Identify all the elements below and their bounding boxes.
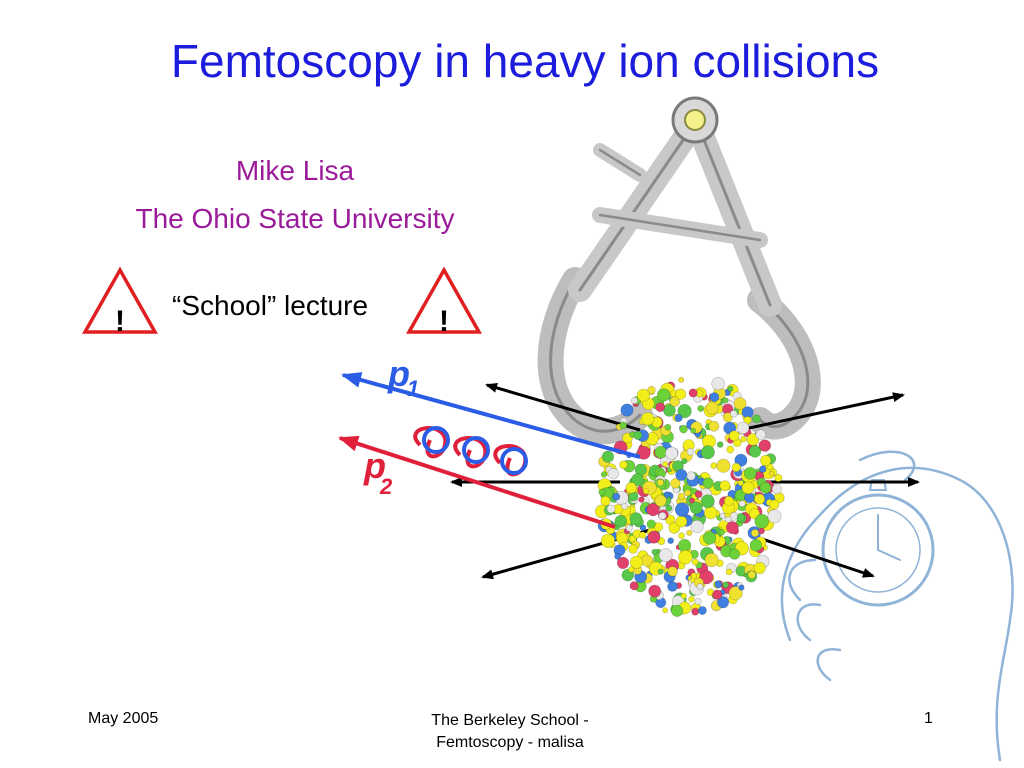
p2-letter: p xyxy=(363,445,386,486)
collision-fireball-icon xyxy=(594,376,785,617)
p2-subscript: 2 xyxy=(379,474,393,499)
stopwatch-hand-icon xyxy=(780,450,1014,762)
footer-center-line1: The Berkeley School - xyxy=(431,712,589,729)
author-affiliation: The Ohio State University xyxy=(135,203,455,234)
p1-letter: p xyxy=(387,353,410,394)
label-p1: p 1 xyxy=(387,353,419,401)
footer-page-number: 1 xyxy=(924,710,933,727)
lecture-label: “School” lecture xyxy=(172,290,369,321)
slide-title: Femtoscopy in heavy ion collisions xyxy=(170,35,880,87)
p1-subscript: 1 xyxy=(407,376,419,401)
footer-center-line2: Femtoscopy - malisa xyxy=(436,734,584,751)
label-p2: p 2 xyxy=(363,445,393,499)
emission-arrows xyxy=(450,383,920,580)
warning-triangle-icon: ! xyxy=(406,266,482,338)
footer-date: May 2005 xyxy=(88,710,159,727)
warning-symbol-left: ! xyxy=(115,305,125,338)
particle-track-p1 xyxy=(341,372,641,459)
warning-symbol-right: ! xyxy=(439,305,449,338)
interaction-spring xyxy=(413,426,528,477)
footer-center: The Berkeley School - Femtoscopy - malis… xyxy=(380,710,640,754)
warning-triangle-icon: ! xyxy=(82,266,158,338)
author-name: Mike Lisa xyxy=(235,155,355,186)
particle-track-p2 xyxy=(338,435,616,529)
